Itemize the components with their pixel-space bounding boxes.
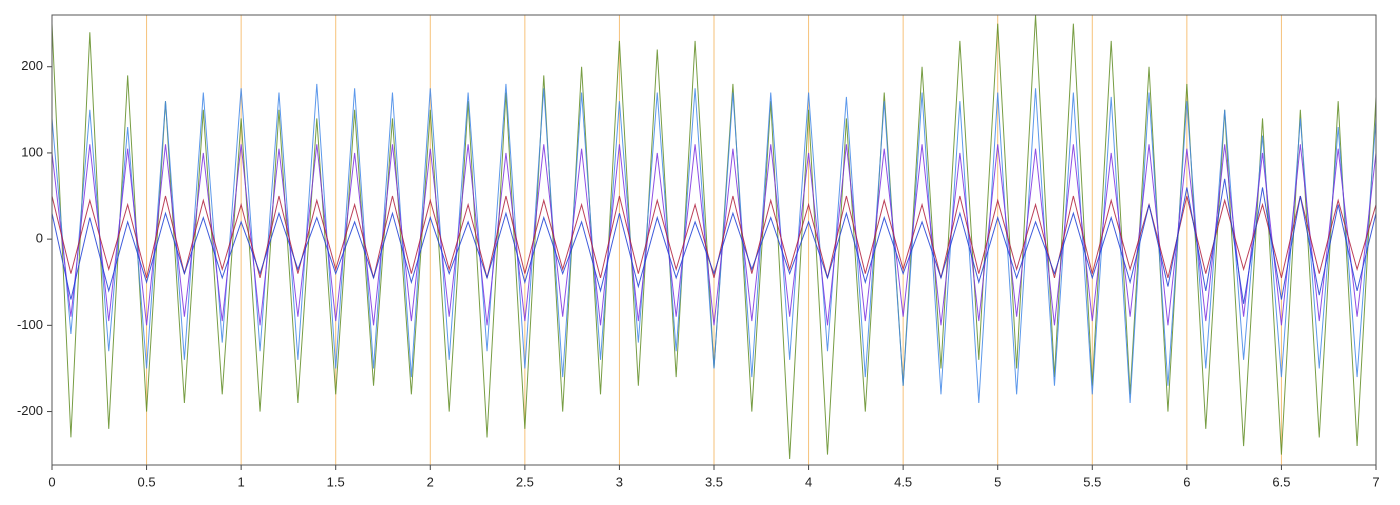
x-tick-label: 2: [427, 474, 434, 489]
y-tick-label: 200: [21, 58, 43, 73]
y-tick-label: -100: [17, 317, 43, 332]
x-tick-label: 3: [616, 474, 623, 489]
plot-frame: [51, 14, 1377, 466]
x-tick-label: 0: [48, 474, 55, 489]
x-tick-label: 1: [238, 474, 245, 489]
x-tick-label: 1.5: [327, 474, 345, 489]
x-tick-label: 7: [1372, 474, 1379, 489]
y-tick-label: 0: [36, 231, 43, 246]
x-tick-label: 0.5: [138, 474, 156, 489]
x-tick-label: 3.5: [705, 474, 723, 489]
signal-line: [51, 83, 1377, 403]
x-tick-label: 6: [1183, 474, 1190, 489]
y-tick-label: 100: [21, 144, 43, 159]
x-tick-label: 2.5: [516, 474, 534, 489]
x-tick-label: 4: [805, 474, 812, 489]
signal-line: [51, 144, 1377, 326]
signal-line: [51, 195, 1377, 279]
x-tick-label: 4.5: [894, 474, 912, 489]
y-tick-label: -200: [17, 403, 43, 418]
signal-line: [51, 178, 1377, 304]
x-tick-label: 5.5: [1083, 474, 1101, 489]
x-tick-label: 5: [994, 474, 1001, 489]
x-tick-label: 6.5: [1272, 474, 1290, 489]
